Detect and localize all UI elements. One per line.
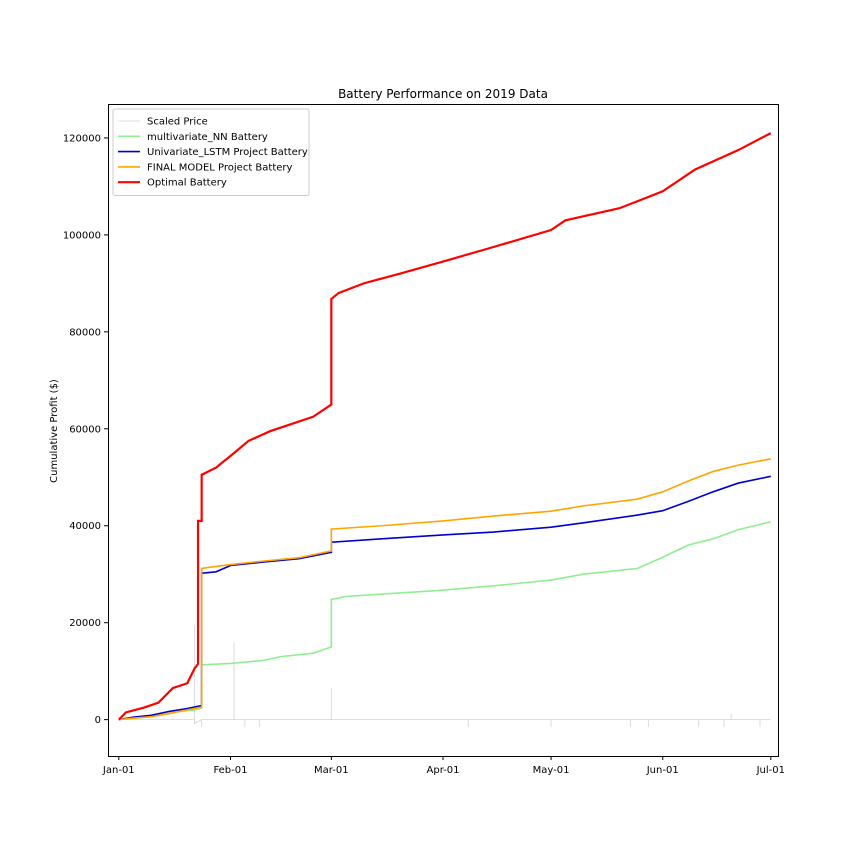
series-line-4 xyxy=(118,132,772,721)
y-tick-label: 40000 xyxy=(69,521,101,532)
x-tick-label: May-01 xyxy=(533,765,570,776)
legend-label: FINAL MODEL Project Battery xyxy=(147,162,293,173)
legend-label: Optimal Battery xyxy=(147,178,227,189)
series-line-2 xyxy=(118,475,771,721)
x-tick-label: Feb-01 xyxy=(213,765,247,776)
y-axis-label: Cumulative Profit ($) xyxy=(49,379,60,483)
series-layer xyxy=(118,132,772,727)
legend-box xyxy=(112,108,310,196)
y-tick-label: 60000 xyxy=(69,424,101,435)
y-tick-label: 0 xyxy=(95,715,101,726)
y-tick-label: 20000 xyxy=(69,618,101,629)
legend-label: Univariate_LSTM Project Battery xyxy=(147,147,308,158)
y-tick-label: 80000 xyxy=(69,327,101,338)
ticks-layer: Jan-01 Feb-01 Mar-01 Apr-01 May-01 Jun-01 Jul-… xyxy=(63,133,785,776)
series-line-3 xyxy=(118,458,771,721)
series-line-0 xyxy=(118,625,771,727)
legend-label: multivariate_NN Battery xyxy=(147,132,268,143)
legend-label: Scaled Price xyxy=(147,117,208,128)
legend: Scaled Price multivariate_NN Battery Univa… xyxy=(112,108,310,196)
series-line-1 xyxy=(118,521,771,721)
x-tick-label: Jun-01 xyxy=(646,765,679,776)
x-tick-label: Jul-01 xyxy=(756,765,785,776)
plot-frame xyxy=(108,104,779,757)
x-tick-label: Jan-01 xyxy=(102,765,135,776)
y-tick-label: 120000 xyxy=(63,133,101,144)
y-tick-label: 100000 xyxy=(63,230,101,241)
x-tick-label: Apr-01 xyxy=(427,765,460,776)
x-tick-label: Mar-01 xyxy=(314,765,349,776)
chart-title: Battery Performance on 2019 Data xyxy=(338,87,548,101)
